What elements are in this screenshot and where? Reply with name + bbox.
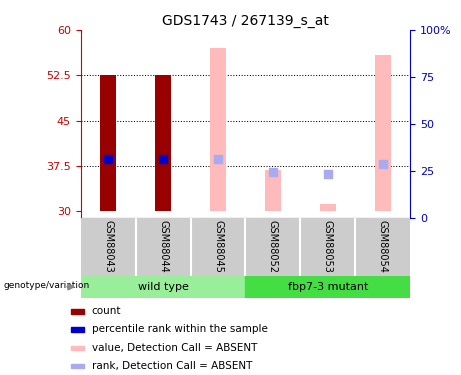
FancyBboxPatch shape — [245, 276, 410, 298]
Point — [160, 156, 167, 162]
Bar — [71, 327, 84, 332]
FancyBboxPatch shape — [81, 276, 245, 298]
Text: GSM88045: GSM88045 — [213, 220, 223, 273]
Text: percentile rank within the sample: percentile rank within the sample — [92, 324, 267, 334]
Point — [214, 156, 222, 162]
Bar — [71, 364, 84, 368]
Text: GSM88043: GSM88043 — [103, 220, 113, 273]
Text: value, Detection Call = ABSENT: value, Detection Call = ABSENT — [92, 343, 257, 353]
Point — [269, 169, 277, 175]
Point — [105, 156, 112, 162]
Text: GSM88053: GSM88053 — [323, 220, 333, 273]
Text: GSM88054: GSM88054 — [378, 220, 388, 273]
Bar — [100, 75, 116, 211]
Bar — [155, 75, 171, 211]
Text: GSM88044: GSM88044 — [158, 220, 168, 273]
Title: GDS1743 / 267139_s_at: GDS1743 / 267139_s_at — [162, 13, 329, 28]
Text: rank, Detection Call = ABSENT: rank, Detection Call = ABSENT — [92, 361, 252, 371]
Text: genotype/variation: genotype/variation — [3, 281, 89, 290]
Bar — [375, 56, 390, 211]
Point — [379, 161, 386, 167]
Bar — [320, 204, 336, 212]
Bar — [210, 48, 226, 211]
Bar — [71, 309, 84, 314]
Text: fbp7-3 mutant: fbp7-3 mutant — [288, 282, 368, 292]
Text: GSM88052: GSM88052 — [268, 220, 278, 273]
Text: count: count — [92, 306, 121, 316]
Point — [324, 171, 331, 177]
Text: wild type: wild type — [138, 282, 189, 292]
Bar — [71, 345, 84, 350]
Bar — [265, 170, 281, 211]
